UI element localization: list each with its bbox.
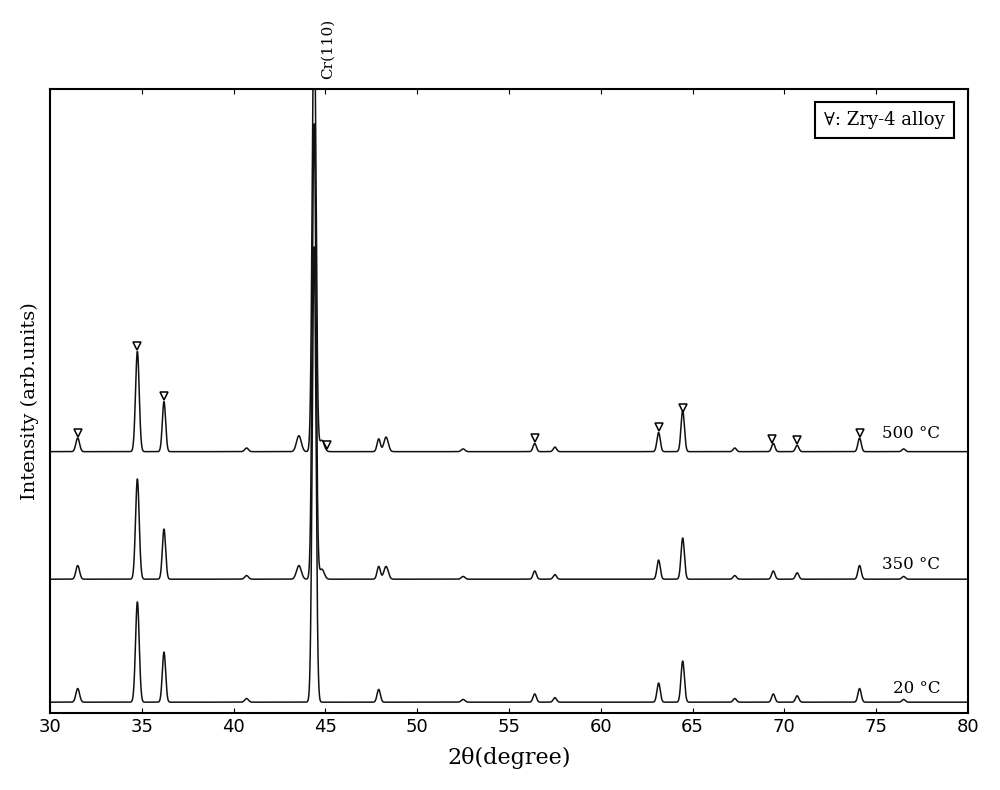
X-axis label: 2θ(degree): 2θ(degree) [447, 747, 571, 769]
Text: ∀: Zry-4 alloy: ∀: Zry-4 alloy [824, 111, 945, 129]
Text: Cr(110): Cr(110) [321, 19, 335, 79]
Text: 350 °C: 350 °C [882, 556, 940, 573]
Text: 20 °C: 20 °C [893, 679, 940, 697]
Text: 500 °C: 500 °C [882, 425, 940, 442]
Y-axis label: Intensity (arb.units): Intensity (arb.units) [21, 303, 39, 500]
